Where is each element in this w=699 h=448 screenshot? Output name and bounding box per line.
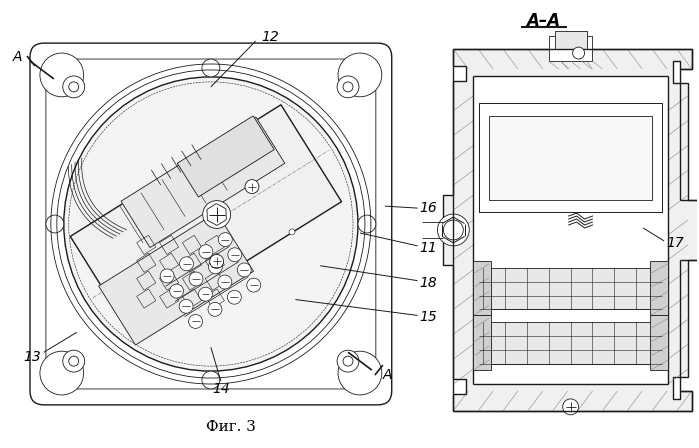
Circle shape <box>338 53 382 97</box>
Polygon shape <box>443 49 698 411</box>
Text: 11: 11 <box>419 241 438 255</box>
Polygon shape <box>121 117 284 248</box>
Bar <box>549 36 593 61</box>
Circle shape <box>228 248 242 262</box>
Circle shape <box>358 215 376 233</box>
Circle shape <box>202 371 219 389</box>
Bar <box>650 261 668 315</box>
Bar <box>480 323 662 364</box>
Circle shape <box>189 314 203 328</box>
Text: Фиг. 3: Фиг. 3 <box>206 420 256 434</box>
FancyBboxPatch shape <box>30 43 391 405</box>
Circle shape <box>63 350 85 372</box>
Text: 17: 17 <box>666 236 684 250</box>
Circle shape <box>170 284 184 298</box>
Circle shape <box>69 356 79 366</box>
Circle shape <box>202 59 219 77</box>
Circle shape <box>337 76 359 98</box>
Circle shape <box>443 220 463 240</box>
Circle shape <box>343 356 353 366</box>
Bar <box>480 103 662 212</box>
Polygon shape <box>473 76 668 384</box>
Circle shape <box>289 229 295 235</box>
Circle shape <box>245 180 259 194</box>
Bar <box>480 268 662 310</box>
Text: 16: 16 <box>419 201 438 215</box>
Circle shape <box>63 76 85 98</box>
Circle shape <box>199 287 212 301</box>
Bar <box>473 261 491 315</box>
Circle shape <box>208 260 222 274</box>
Circle shape <box>46 215 64 233</box>
Circle shape <box>69 82 79 92</box>
Circle shape <box>563 399 579 415</box>
Text: 13: 13 <box>23 350 41 364</box>
Bar <box>650 315 668 370</box>
Polygon shape <box>178 116 274 197</box>
Text: 14: 14 <box>212 382 230 396</box>
Text: 15: 15 <box>419 310 438 324</box>
Text: А: А <box>383 368 393 382</box>
Bar <box>473 315 491 370</box>
Circle shape <box>208 302 222 316</box>
Circle shape <box>337 350 359 372</box>
Circle shape <box>210 254 224 268</box>
Circle shape <box>199 245 213 258</box>
Circle shape <box>338 351 382 395</box>
Circle shape <box>40 53 84 97</box>
Polygon shape <box>99 212 254 345</box>
Circle shape <box>180 257 194 271</box>
Text: 12: 12 <box>261 30 280 44</box>
Text: А: А <box>13 50 22 64</box>
Circle shape <box>438 214 469 246</box>
Circle shape <box>189 272 203 286</box>
Circle shape <box>218 275 232 289</box>
Circle shape <box>343 82 353 92</box>
Bar <box>555 31 586 49</box>
Circle shape <box>203 201 231 228</box>
Text: 18: 18 <box>419 276 438 290</box>
Circle shape <box>572 47 584 59</box>
Polygon shape <box>71 105 342 333</box>
Circle shape <box>218 233 232 246</box>
Circle shape <box>247 278 261 292</box>
Circle shape <box>237 263 251 277</box>
Circle shape <box>227 290 241 304</box>
Circle shape <box>160 269 174 283</box>
Circle shape <box>179 299 193 313</box>
Text: А–А: А–А <box>526 12 560 30</box>
Circle shape <box>40 351 84 395</box>
Circle shape <box>64 77 358 371</box>
Bar <box>489 116 652 200</box>
